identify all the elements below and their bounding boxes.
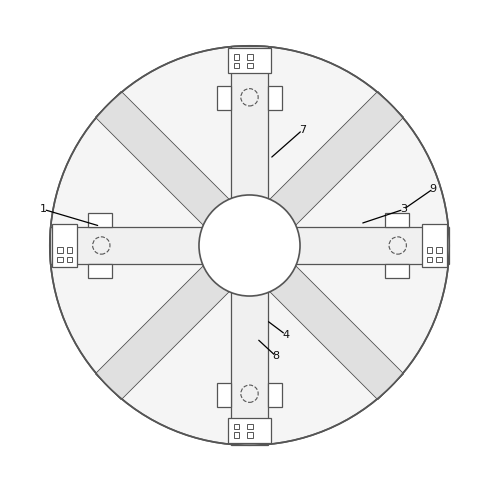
Bar [247, 424, 253, 429]
Bar [228, 48, 271, 73]
Bar [234, 54, 240, 60]
Bar [67, 257, 72, 262]
Bar [67, 247, 72, 253]
Circle shape [50, 46, 449, 445]
Bar [228, 418, 271, 443]
Polygon shape [95, 91, 404, 400]
Text: 3: 3 [400, 204, 407, 215]
Circle shape [199, 195, 300, 296]
Bar [247, 54, 253, 60]
Bar [88, 264, 112, 278]
Text: 7: 7 [299, 125, 306, 135]
Bar [385, 264, 409, 278]
Text: 9: 9 [430, 184, 437, 194]
Bar [231, 46, 268, 445]
Polygon shape [95, 91, 404, 400]
Text: 8: 8 [272, 351, 279, 361]
Polygon shape [95, 91, 404, 400]
Polygon shape [95, 91, 404, 400]
Bar [234, 63, 240, 68]
Bar [247, 432, 253, 438]
Text: 1: 1 [40, 204, 47, 215]
Bar [247, 63, 253, 68]
Bar [427, 247, 432, 253]
Bar [436, 257, 442, 262]
Bar [234, 432, 240, 438]
Bar [268, 382, 282, 407]
Bar [268, 86, 282, 110]
Bar [217, 86, 231, 110]
Bar [427, 257, 432, 262]
Bar [88, 213, 112, 227]
Bar [50, 227, 449, 264]
Bar [422, 224, 447, 267]
Bar [57, 257, 63, 262]
Bar [436, 247, 442, 253]
Text: 4: 4 [282, 329, 289, 339]
Bar [217, 382, 231, 407]
Bar [52, 224, 77, 267]
Bar [57, 247, 63, 253]
Bar [385, 213, 409, 227]
Bar [234, 424, 240, 429]
